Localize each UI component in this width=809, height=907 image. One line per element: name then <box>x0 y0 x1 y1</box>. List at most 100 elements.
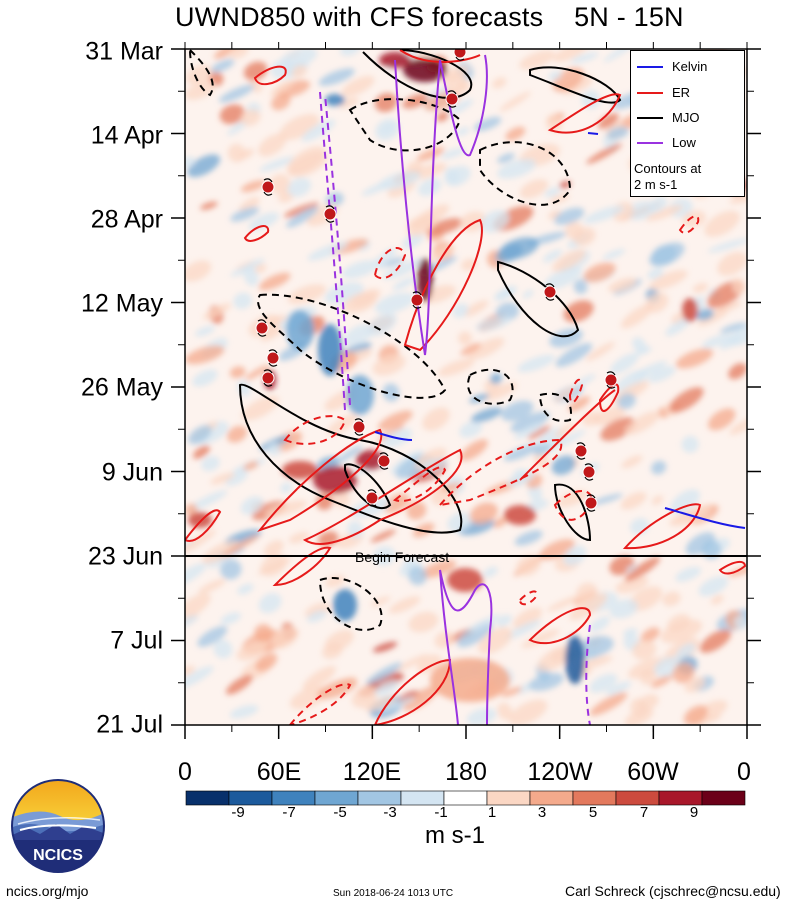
field-cell <box>441 148 466 159</box>
storm-marker-arm <box>263 369 273 374</box>
field-cell <box>261 325 286 342</box>
field-cell <box>704 210 740 237</box>
field-cell <box>213 49 242 60</box>
field-cell <box>521 629 560 648</box>
date-tick-label: 12 May <box>81 289 163 318</box>
field-cell <box>367 312 397 337</box>
field-cell <box>258 272 291 291</box>
storm-marker-arm <box>379 452 389 457</box>
field-cell <box>517 354 556 373</box>
er-contour <box>403 218 483 352</box>
er-contour <box>553 490 594 521</box>
field-cell <box>403 685 439 712</box>
er-contour <box>678 215 700 234</box>
er-contour <box>272 546 332 587</box>
colorbar-tick-label: 9 <box>689 804 699 821</box>
er-contour <box>718 560 747 575</box>
field-cell <box>460 343 482 356</box>
field-cell <box>603 49 640 63</box>
storm-marker-arm <box>354 418 364 423</box>
field-cell <box>573 374 596 388</box>
field-cell <box>727 565 747 577</box>
field-cell <box>374 292 415 314</box>
storm-marker-arm <box>367 502 377 507</box>
storm-marker-arm <box>263 178 273 183</box>
field-cell <box>667 614 691 633</box>
field-cell <box>233 292 252 310</box>
storm-marker-arm <box>367 489 377 494</box>
storm-marker <box>377 452 391 470</box>
field-cell <box>279 114 320 141</box>
logo-text: NCICS <box>33 847 83 864</box>
field-cell <box>645 205 683 221</box>
mjo-contour <box>553 483 592 542</box>
field-cell <box>645 292 669 313</box>
field-cell <box>449 99 474 115</box>
mjo-contour <box>348 98 462 152</box>
storm-marker-dot <box>365 491 379 505</box>
field-cell <box>553 49 589 62</box>
field-cell <box>269 174 291 194</box>
field-cell <box>185 593 211 621</box>
colorbar-tick-label: 3 <box>537 804 547 821</box>
field-cell <box>519 50 556 70</box>
field-cell <box>254 624 273 643</box>
legend-entry-kelvin: Kelvin <box>631 57 744 77</box>
er-contour <box>399 49 481 63</box>
field-cell <box>605 681 632 696</box>
field-cell <box>430 245 456 261</box>
field-cell <box>436 111 449 122</box>
storm-marker-arm <box>325 218 335 223</box>
mjo-contour <box>318 577 383 631</box>
storm-marker-arm <box>447 103 457 108</box>
storm-marker-arm <box>257 332 267 337</box>
colorbar-swatch <box>271 790 316 806</box>
storm-marker-arm <box>354 431 364 436</box>
field-cell <box>458 331 472 346</box>
er-contour <box>257 428 383 533</box>
low-contour <box>439 569 493 725</box>
field-cell <box>286 146 326 175</box>
date-tick-label: 31 Mar <box>85 37 163 66</box>
field-cell <box>701 333 732 349</box>
colorbar-swatch <box>314 790 359 806</box>
field-feature <box>447 568 483 592</box>
field-cell <box>682 210 706 228</box>
field-cell <box>675 643 696 660</box>
field-cell <box>318 68 355 86</box>
field-cell <box>692 282 708 293</box>
storm-marker <box>543 283 557 301</box>
storm-marker-dot <box>582 465 596 479</box>
field-cell <box>503 620 542 641</box>
er-contour <box>185 509 222 542</box>
field-cell <box>610 353 639 374</box>
field-cell <box>733 615 747 630</box>
date-tick-label: 21 Jul <box>96 710 163 739</box>
field-cell <box>286 206 319 228</box>
colorbar-tick-label: 7 <box>639 804 649 821</box>
field-cell <box>496 614 512 627</box>
er-contour <box>392 466 447 502</box>
field-cell <box>245 364 270 381</box>
field-cell <box>542 249 563 263</box>
field-cell <box>698 576 729 597</box>
field-cell <box>188 425 212 445</box>
field-cell <box>228 49 249 59</box>
storm-marker <box>261 178 275 196</box>
mjo-contour <box>188 49 214 97</box>
date-tick-label: 9 Jun <box>101 458 163 487</box>
legend-note-line: 2 m s-1 <box>634 177 678 192</box>
field-cell <box>344 324 374 346</box>
field-cell <box>240 109 261 126</box>
date-tick-label: 7 Jul <box>110 626 163 655</box>
field-cell <box>367 671 404 691</box>
field-cell <box>416 147 445 161</box>
field-cell <box>271 93 291 111</box>
field-cell <box>505 126 526 141</box>
field-cell <box>185 260 212 282</box>
field-cell <box>632 337 647 353</box>
colorbar-tick-label: 1 <box>487 804 497 821</box>
footer-author: Carl Schreck (cjschrec@ncsu.edu) <box>565 883 781 899</box>
field-cell <box>683 705 708 725</box>
field-cell <box>418 178 442 196</box>
